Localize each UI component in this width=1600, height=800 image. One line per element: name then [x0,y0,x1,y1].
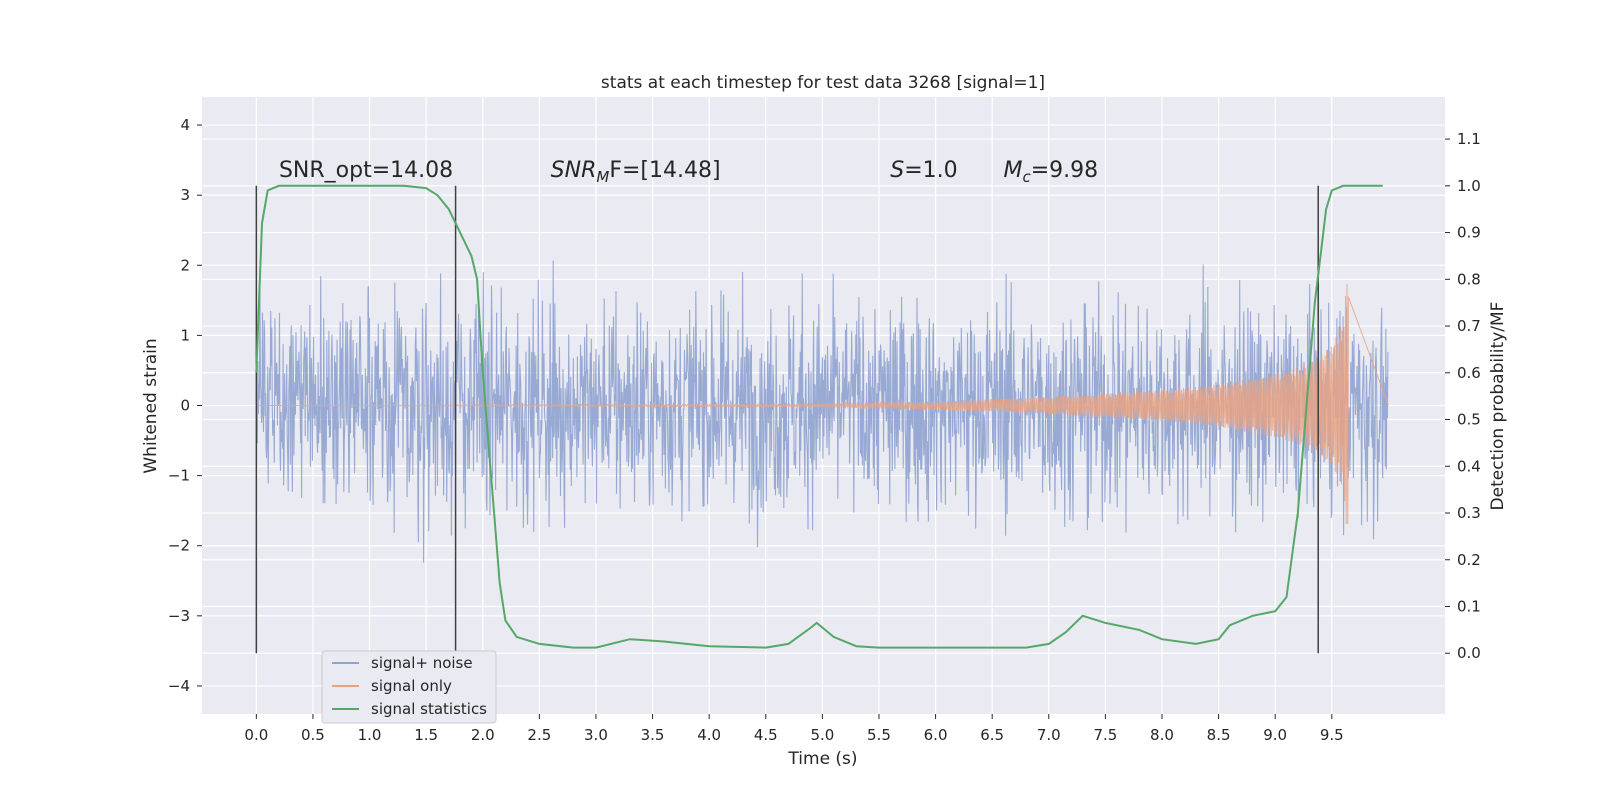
x-tick-label: 1.0 [358,726,382,744]
annotation-mc-value: Mc=9.98 [1003,158,1098,186]
x-tick-label: 3.5 [641,726,665,744]
y-tick-label: 4 [180,116,190,134]
legend-label-stats: signal statistics [371,700,487,718]
x-tick-label: 9.0 [1263,726,1287,744]
annotation-sub: c [1022,168,1031,186]
x-tick-label: 8.5 [1207,726,1231,744]
signal-series [256,283,1389,525]
annotation-sub: M [596,168,609,186]
y-tick-label: −3 [168,607,190,625]
annotation-snr-opt: SNR_opt=14.08 [279,158,453,183]
annotation-s-value: S=1.0 [890,158,957,183]
x-tick-label: 2.0 [471,726,495,744]
y2-axis-label: Detection probability/MF [1488,302,1508,511]
legend-box [321,650,497,724]
y2-tick-label: 0.0 [1457,644,1481,662]
y-tick-label: 2 [180,256,190,274]
x-tick-label: 0.0 [244,726,268,744]
y-ticks: 4 3 2 1 0 −1 −2 −3 −4 [168,116,202,695]
x-tick-label: 3.0 [584,726,608,744]
x-ticks: 0.0 0.5 1.0 1.5 2.0 2.5 3.0 3.5 4.0 4.5 5.0 5.5 6.0 6… [244,714,1344,744]
x-tick-label: 6.5 [980,726,1004,744]
x-axis-label: Time (s) [787,749,857,769]
annotation-snr-mf: SNRMF=[14.48] [551,158,721,186]
y2-tick-label: 0.8 [1457,270,1481,288]
x-tick-label: 4.0 [697,726,721,744]
legend-label-signal: signal only [371,677,452,695]
x-tick-label: 5.0 [810,726,834,744]
annotation-main: SNR [551,158,597,183]
y-tick-label: 0 [180,397,190,415]
annotation-main: M [1003,158,1022,183]
stats-curve [255,184,1383,649]
signal-trace [256,283,1389,525]
y-tick-label: −2 [168,537,190,555]
x-tick-label: 8.0 [1150,726,1174,744]
vertical-markers [255,185,1319,654]
y2-tick-label: 0.9 [1457,224,1481,242]
x-tick-label: 2.5 [527,726,551,744]
y2-tick-label: 0.5 [1457,411,1481,429]
annotations: SNR_opt=14.08 SNRMF=[14.48] S=1.0 Mc=9.98 [279,158,1098,186]
y2-tick-label: 1.0 [1457,177,1481,195]
x-tick-label: 1.5 [414,726,438,744]
legend-label-noise: signal+ noise [371,654,473,672]
y-tick-label: 3 [180,186,190,204]
y-tick-label: −4 [168,677,190,695]
y2-tick-label: 0.1 [1457,597,1481,615]
y2-tick-label: 0.3 [1457,504,1481,522]
x-tick-label: 7.5 [1093,726,1117,744]
y2-tick-label: 1.1 [1457,130,1481,148]
x-tick-label: 9.5 [1320,726,1344,744]
chart-title: stats at each timestep for test data 326… [601,73,1045,93]
y2-ticks: 1.1 1.0 0.9 0.8 0.7 0.6 0.5 0.4 0.3 0.2 0.1 0.0 [1445,130,1481,662]
y2-tick-label: 0.2 [1457,551,1481,569]
x-tick-label: 7.0 [1037,726,1061,744]
legend: signal+ noise signal only signal statist… [321,650,497,724]
x-tick-label: 5.5 [867,726,891,744]
x-tick-label: 6.0 [924,726,948,744]
annotation-rest: F=[14.48] [609,158,720,183]
annotation-main: S [890,158,904,183]
y-tick-label: 1 [180,326,190,344]
noise-series [255,260,1389,563]
y-axis-label: Whitened strain [141,338,161,473]
noise-trace [255,260,1389,563]
y2-tick-label: 0.4 [1457,457,1481,475]
y2-tick-label: 0.6 [1457,364,1481,382]
annotation-rest: =1.0 [904,158,957,183]
x-tick-label: 4.5 [754,726,778,744]
stats-series [255,184,1383,649]
annotation-rest: =9.98 [1031,158,1098,183]
y2-tick-label: 0.7 [1457,317,1481,335]
y-tick-label: −1 [168,467,190,485]
x-tick-label: 0.5 [301,726,325,744]
